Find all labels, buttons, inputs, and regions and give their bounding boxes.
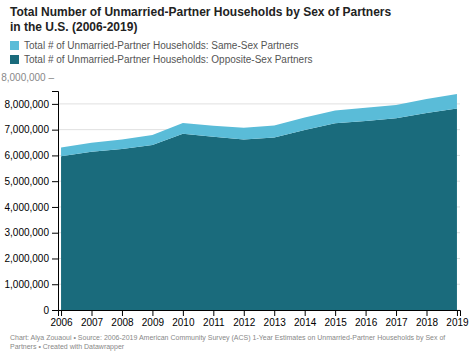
x-tick-mark [61, 310, 62, 316]
x-tick: 2016 [355, 310, 378, 328]
y-tick-mark [52, 181, 58, 182]
legend: Total # of Unmarried-Partner Households:… [10, 40, 312, 65]
x-tick-mark [92, 310, 93, 316]
y-tick: 0 [43, 305, 58, 316]
x-tick: 2009 [142, 310, 165, 328]
x-tick-mark [427, 310, 428, 316]
x-tick-mark [335, 310, 336, 316]
x-tick: 2013 [264, 310, 287, 328]
y-tick: 7,000,000 [5, 124, 59, 135]
x-tick-label: 2016 [355, 317, 378, 328]
annotation: 8,000,000 – [1, 72, 54, 83]
x-tick: 2014 [294, 310, 317, 328]
x-tick: 2010 [172, 310, 195, 328]
x-tick-label: 2014 [294, 317, 317, 328]
legend-swatch [10, 55, 19, 64]
areas [61, 94, 457, 310]
x-tick-mark [183, 310, 184, 316]
y-tick-mark [52, 284, 58, 285]
y-tick-label: 5,000,000 [5, 176, 50, 187]
y-tick: 3,000,000 [5, 227, 59, 238]
y-tick: 8,000,000 [5, 99, 59, 110]
x-tick: 2018 [416, 310, 439, 328]
x-tick-mark [274, 310, 275, 316]
y-tick: 4,000,000 [5, 202, 59, 213]
x-tick: 2007 [81, 310, 104, 328]
title-line: in the U.S. (2006-2019) [10, 20, 137, 34]
x-tick-mark [366, 310, 367, 316]
title: Total Number of Unmarried-Partner Househ… [10, 5, 392, 34]
x-tick-mark [305, 310, 306, 316]
y-axis: 0 1,000,000 2,000,000 3,000,000 4,000,000 5,0… [5, 92, 59, 316]
y-tick-mark [52, 310, 58, 311]
x-tick: 2015 [325, 310, 348, 328]
y-tick-mark [52, 104, 58, 105]
legend-item: Total # of Unmarried-Partner Households:… [10, 40, 299, 51]
x-axis-line [59, 311, 461, 317]
legend-label: Total # of Unmarried-Partner Households:… [24, 40, 299, 51]
y-tick-mark [52, 258, 58, 259]
x-tick-label: 2012 [233, 317, 256, 328]
y-tick-mark [52, 233, 58, 234]
area [61, 94, 457, 156]
x-tick-mark [244, 310, 245, 316]
y-tick-mark [52, 207, 58, 208]
caption-line: Chart: Alya Zouaoui • Source: 2006-2019 … [10, 334, 445, 342]
x-tick-mark [213, 310, 214, 316]
y-axis-line [52, 92, 59, 311]
x-tick-label: 2008 [111, 317, 134, 328]
x-tick: 2012 [233, 310, 256, 328]
x-tick-label: 2018 [416, 317, 439, 328]
x-tick: 2019 [446, 310, 469, 328]
y-tick: 6,000,000 [5, 150, 59, 161]
area [61, 109, 457, 310]
legend-swatch [10, 41, 19, 50]
x-tick-label: 2010 [172, 317, 195, 328]
y-tick: 5,000,000 [5, 176, 59, 187]
y-tick-label: 3,000,000 [5, 227, 50, 238]
x-tick: 2017 [385, 310, 408, 328]
y-tick-label: 4,000,000 [5, 202, 50, 213]
x-tick-label: 2009 [142, 317, 165, 328]
y-tick-mark [52, 130, 58, 131]
x-tick-mark [152, 310, 153, 316]
y-tick-mark [52, 155, 58, 156]
x-tick-mark [457, 310, 458, 316]
x-axis: 2006 2007 2008 2009 2010 2011 2012 2013 2014 2015… [50, 310, 469, 328]
x-tick-label: 2017 [385, 317, 408, 328]
x-tick-label: 2013 [264, 317, 287, 328]
y-tick: 2,000,000 [5, 253, 59, 264]
y-tick-label: 2,000,000 [5, 253, 50, 264]
x-tick-label: 2006 [50, 317, 73, 328]
y-tick-label: 7,000,000 [5, 124, 50, 135]
x-tick-label: 2011 [203, 317, 225, 328]
y-tick-label: 0 [43, 305, 49, 316]
x-tick-label: 2015 [325, 317, 348, 328]
x-tick-label: 2019 [446, 317, 469, 328]
x-tick: 2006 [50, 310, 73, 328]
x-tick-label: 2007 [81, 317, 104, 328]
x-tick-mark [122, 310, 123, 316]
caption-line: Partners • Created with Datawrapper [10, 343, 125, 351]
legend-label: Total # of Unmarried-Partner Households:… [24, 54, 312, 65]
y-tick-label: 8,000,000 [5, 99, 50, 110]
chart: Total Number of Unmarried-Partner Househ… [0, 0, 474, 355]
y-tick-label: 6,000,000 [5, 150, 50, 161]
y-tick-label: 1,000,000 [5, 279, 50, 290]
x-tick: 2008 [111, 310, 134, 328]
caption: Chart: Alya Zouaoui • Source: 2006-2019 … [10, 334, 445, 351]
legend-item: Total # of Unmarried-Partner Households:… [10, 54, 312, 65]
y-tick: 1,000,000 [5, 279, 59, 290]
x-tick-mark [396, 310, 397, 316]
x-tick: 2011 [203, 310, 225, 328]
title-line: Total Number of Unmarried-Partner Househ… [10, 5, 392, 19]
